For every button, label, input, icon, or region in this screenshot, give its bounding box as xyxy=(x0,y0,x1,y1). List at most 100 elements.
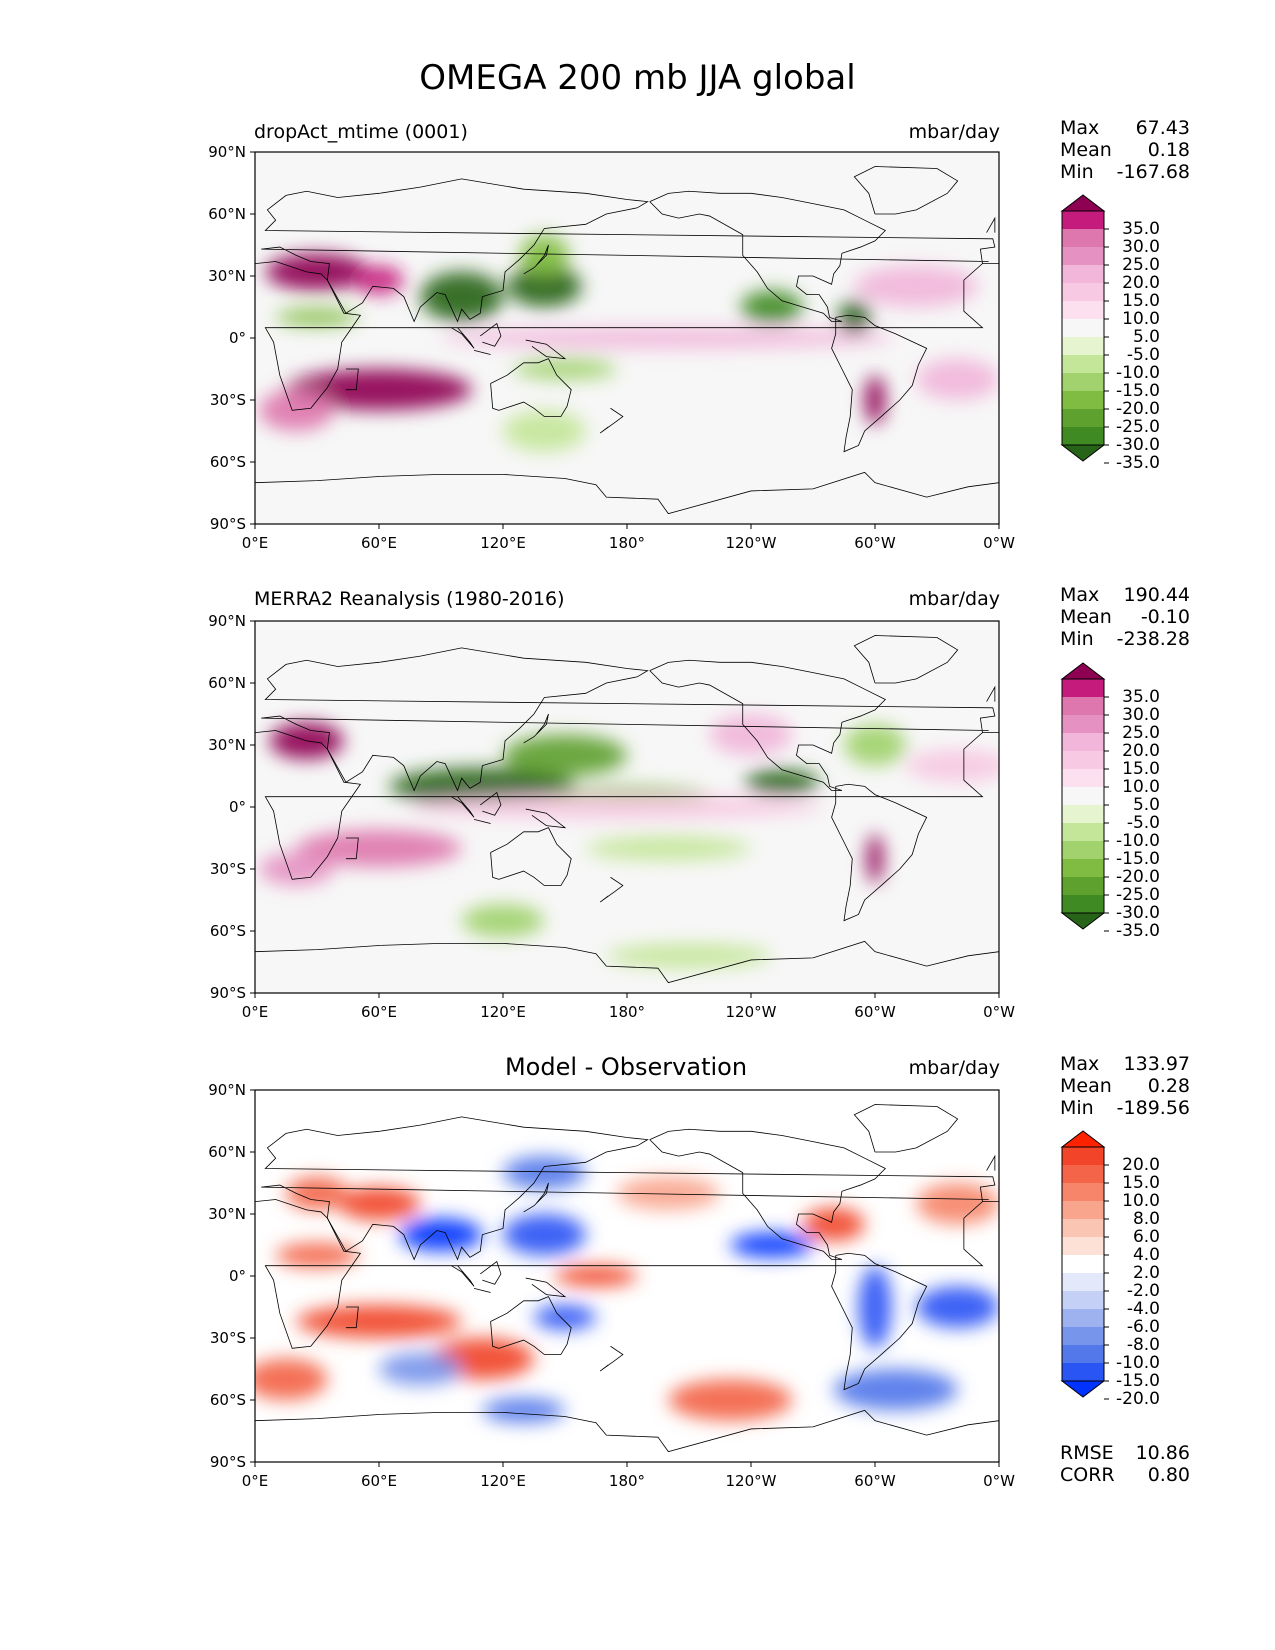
colorbar-label: -15.0 xyxy=(1116,1371,1160,1391)
coastline xyxy=(255,940,999,984)
colorbar-frame xyxy=(1061,678,1105,914)
colorbar-label: -25.0 xyxy=(1116,885,1160,905)
x-tick-label: 0°E xyxy=(242,534,269,552)
x-tick-label: 120°E xyxy=(480,1472,526,1490)
coastline xyxy=(473,819,491,824)
stat-label: Max xyxy=(1060,584,1100,606)
stat-value: 10.86 xyxy=(1135,1442,1190,1464)
stat-value: -0.10 xyxy=(1140,606,1190,628)
coastline xyxy=(599,876,624,903)
field-feature xyxy=(389,767,576,805)
field-feature xyxy=(502,1156,586,1190)
coastline xyxy=(345,368,359,391)
coastline xyxy=(451,1265,475,1287)
x-tick-label: 120°W xyxy=(726,534,777,552)
colorbar-swatch xyxy=(1062,409,1104,427)
y-tick-label: 60°N xyxy=(208,674,246,692)
field-feature xyxy=(441,327,896,349)
coastlines xyxy=(255,635,999,984)
coastline xyxy=(345,1306,359,1329)
colorbar-label: -20.0 xyxy=(1116,1389,1160,1409)
colorbar-swatch xyxy=(1062,751,1104,769)
colorbar-swatch xyxy=(1062,337,1104,355)
coastline xyxy=(986,685,996,702)
x-tick-label: 60°E xyxy=(361,1472,397,1490)
field-feature xyxy=(337,1187,421,1221)
field-feature xyxy=(259,389,334,432)
colorbar-extend-top xyxy=(1060,662,1106,680)
coastline xyxy=(986,1154,996,1171)
stat-value: -189.56 xyxy=(1116,1097,1190,1119)
field-feature xyxy=(296,829,462,867)
colorbar-swatch xyxy=(1062,733,1104,751)
map-background xyxy=(255,152,999,524)
stat-label: Min xyxy=(1060,1097,1094,1119)
y-tick-label: 90°N xyxy=(208,143,246,161)
coastline xyxy=(490,1296,572,1355)
coastline xyxy=(261,1116,996,1261)
field-feature xyxy=(275,309,359,326)
coastline xyxy=(473,350,491,355)
colorbar-label: 20.0 xyxy=(1122,273,1160,293)
stat-label: Min xyxy=(1060,628,1094,650)
map-frame xyxy=(254,620,1000,994)
x-tick-label: 120°W xyxy=(726,1472,777,1490)
colorbar-swatch xyxy=(1062,895,1104,913)
x-tick-label: 60°W xyxy=(854,1003,896,1021)
colorbar-label: -10.0 xyxy=(1116,363,1160,383)
x-tick-label: 60°W xyxy=(854,534,896,552)
x-tick-label: 0°W xyxy=(983,1003,1015,1021)
coastline xyxy=(261,178,996,323)
stat-label: RMSE xyxy=(1060,1442,1114,1464)
colorbar-label: 5.0 xyxy=(1133,795,1160,815)
y-tick-label: 30°N xyxy=(208,736,246,754)
colorbar-swatch xyxy=(1062,859,1104,877)
field-feature xyxy=(379,1352,462,1386)
colorbar-label: 15.0 xyxy=(1122,1173,1160,1193)
field-feature xyxy=(554,1265,638,1287)
colorbar-label: -20.0 xyxy=(1116,867,1160,887)
stat-label: Min xyxy=(1060,161,1094,183)
coastline xyxy=(523,244,549,275)
coastline xyxy=(525,808,567,829)
x-tick-label: 60°E xyxy=(361,534,397,552)
x-tick-label: 0°E xyxy=(242,1003,269,1021)
y-tick-label: 90°N xyxy=(208,1081,246,1099)
colorbar-swatch xyxy=(1062,283,1104,301)
colorbar-frame xyxy=(1061,210,1105,446)
colorbar-swatch xyxy=(1062,769,1104,787)
map-frame xyxy=(254,151,1000,525)
colorbar-label: -5.0 xyxy=(1127,345,1160,365)
colorbar-swatch xyxy=(1062,1345,1104,1363)
x-tick-label: 180° xyxy=(609,534,645,552)
coastline xyxy=(255,730,999,880)
colorbar-frame xyxy=(1061,1146,1105,1382)
colorbar-label: 5.0 xyxy=(1133,327,1160,347)
colorbar-swatch xyxy=(1062,787,1104,805)
colorbar-label: -5.0 xyxy=(1127,813,1160,833)
colorbar-swatch xyxy=(1062,697,1104,715)
field-feature xyxy=(864,375,886,425)
colorbar-label: 15.0 xyxy=(1122,759,1160,779)
colorbar-label: -15.0 xyxy=(1116,381,1160,401)
field-feature xyxy=(513,358,617,380)
colorbar-label: -30.0 xyxy=(1116,435,1160,455)
colorbar-swatch xyxy=(1062,1363,1104,1381)
colorbar-label: -10.0 xyxy=(1116,1353,1160,1373)
x-tick-label: 120°E xyxy=(480,534,526,552)
colorbar-label: -20.0 xyxy=(1116,399,1160,419)
colorbar-swatch xyxy=(1062,1309,1104,1327)
field-feature xyxy=(502,410,586,452)
colorbar-label: -35.0 xyxy=(1116,921,1160,941)
panel-units: mbar/day xyxy=(908,1057,1000,1079)
colorbar-label: 4.0 xyxy=(1133,1245,1160,1265)
colorbar-label: -10.0 xyxy=(1116,831,1160,851)
x-tick-label: 0°W xyxy=(983,534,1015,552)
colorbar-label: -8.0 xyxy=(1127,1335,1160,1355)
field-feature xyxy=(906,749,999,783)
colorbar-label: 10.0 xyxy=(1122,309,1160,329)
colorbar-swatch xyxy=(1062,229,1104,247)
